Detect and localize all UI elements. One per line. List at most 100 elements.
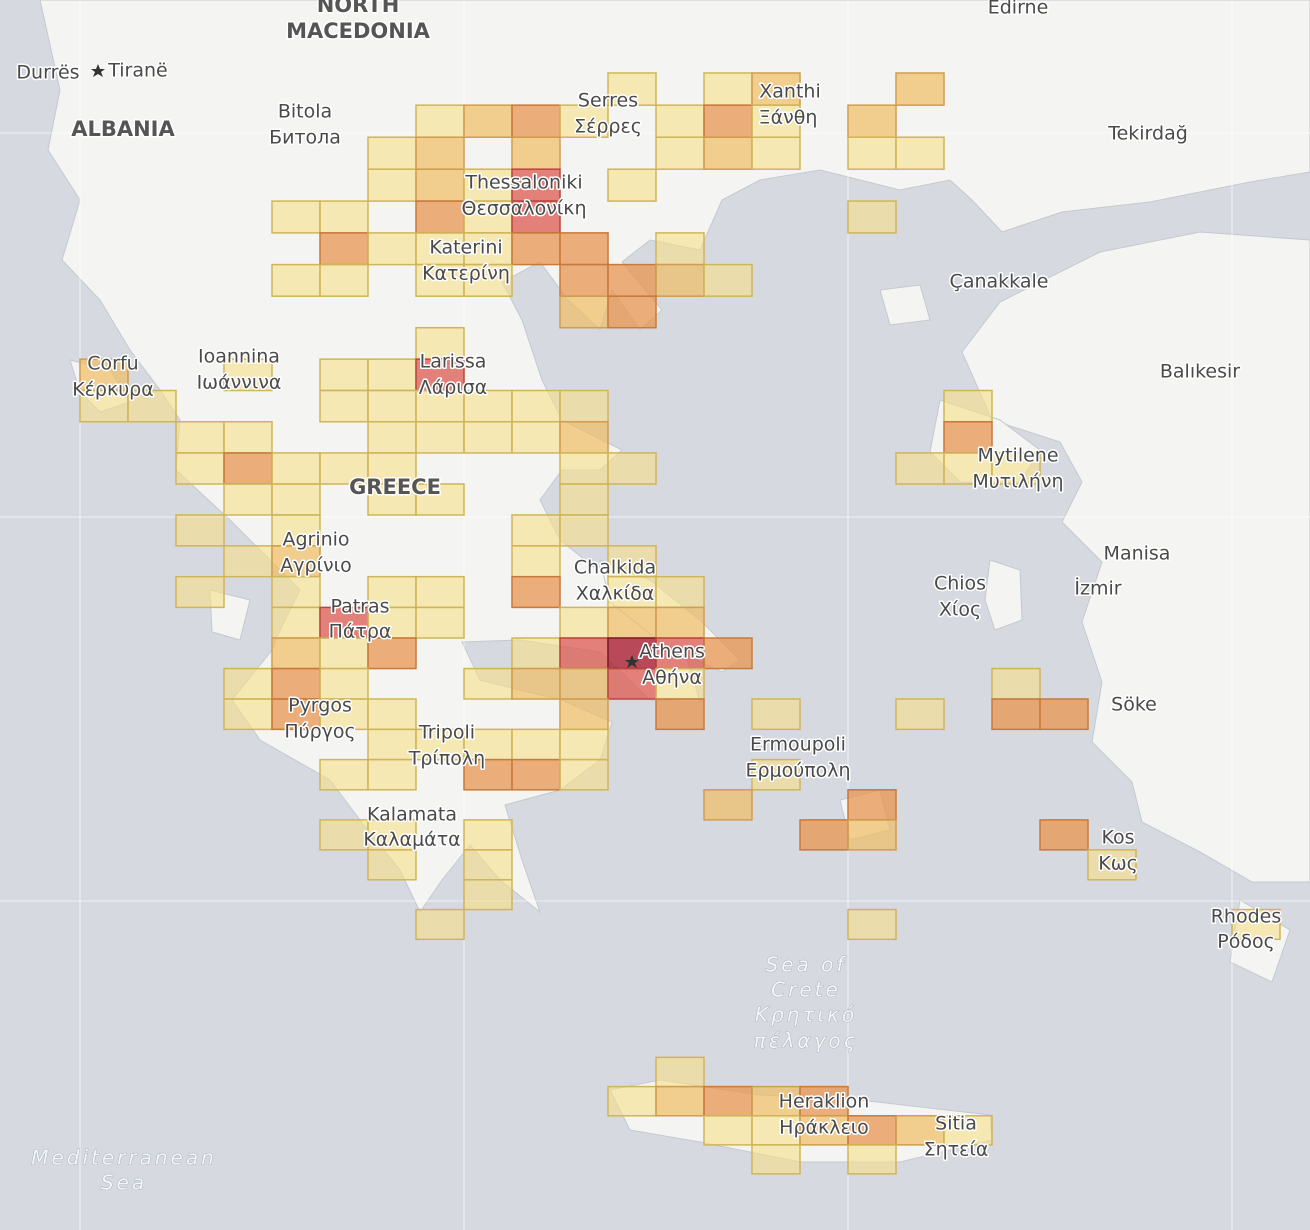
- heat-cell: [367, 698, 417, 731]
- heat-cell: [367, 358, 417, 392]
- heat-cell: [511, 545, 561, 578]
- heat-cell: [127, 389, 177, 423]
- heat-cell: [655, 232, 705, 266]
- heat-cell: [703, 1115, 753, 1146]
- heat-cell: [415, 136, 465, 170]
- place-label: Bitola: [278, 101, 332, 123]
- heat-cell: [607, 637, 657, 670]
- heat-cell: [559, 421, 609, 454]
- heat-cell: [511, 728, 561, 761]
- place-label: Chalkida: [574, 557, 656, 579]
- place-label: Rhodes: [1211, 906, 1282, 928]
- place-label: Tekirdağ: [1107, 123, 1188, 145]
- heat-cell: [655, 263, 705, 297]
- heat-cell: [559, 295, 609, 329]
- chios: [984, 559, 1023, 631]
- heat-cell: [271, 263, 321, 297]
- anatolia: [961, 231, 1310, 883]
- heat-cell: [511, 667, 561, 700]
- heat-cell: [463, 819, 513, 851]
- heat-cell: [319, 389, 369, 423]
- place-label: Crete: [771, 978, 841, 1002]
- heat-cell: [463, 200, 513, 234]
- heat-cell: [847, 908, 897, 941]
- heat-cell: [319, 606, 369, 639]
- heat-cell: [607, 575, 657, 609]
- heat-cell: [463, 263, 513, 297]
- heat-cell: [1039, 819, 1089, 851]
- place-label: Edirne: [988, 0, 1049, 19]
- heat-cell: [559, 606, 609, 639]
- heat-cell: [367, 389, 417, 423]
- heat-cell: [895, 1115, 945, 1146]
- heat-cell: [415, 358, 465, 392]
- heat-cell: [559, 728, 609, 761]
- place-label: Corfu: [87, 353, 138, 375]
- heat-cell: [799, 1085, 849, 1117]
- heat-cell: [511, 514, 561, 547]
- heat-cell: [367, 637, 417, 670]
- place-label: Κρητικό: [755, 1003, 857, 1027]
- place-label: Balıkesir: [1160, 361, 1240, 383]
- heat-cell: [559, 452, 609, 485]
- heat-cell: [511, 168, 561, 202]
- heat-cell: [463, 849, 513, 881]
- heat-cell: [271, 452, 321, 485]
- place-label: Σητεία: [924, 1139, 989, 1161]
- heat-cell: [751, 72, 801, 106]
- heat-cell: [415, 263, 465, 297]
- heat-cell: [511, 232, 561, 266]
- heat-cell: [319, 637, 369, 670]
- heat-cell: [943, 1115, 993, 1146]
- heat-cell: [559, 232, 609, 266]
- heat-cell: [463, 389, 513, 423]
- heat-cell: [607, 452, 657, 485]
- heat-cell: [271, 637, 321, 670]
- heat-cell: [319, 758, 369, 791]
- heat-cell: [271, 575, 321, 609]
- heat-cell: [511, 421, 561, 454]
- place-label: Ερμούπολη: [745, 760, 850, 782]
- place-label: Κως: [1098, 853, 1138, 875]
- place-label: Ioannina: [198, 346, 280, 368]
- place-label: Çanakkale: [950, 271, 1049, 293]
- heat-cell: [559, 483, 609, 516]
- heat-cell: [703, 136, 753, 170]
- heat-cell: [703, 72, 753, 106]
- heat-cell: [655, 606, 705, 639]
- heat-cell: [847, 819, 897, 851]
- place-label: Mytilene: [977, 445, 1058, 467]
- place-label: Αγρίνιο: [280, 555, 351, 577]
- heat-cell: [607, 667, 657, 700]
- heat-cell: [319, 200, 369, 234]
- place-label: Mediterranean: [31, 1146, 217, 1170]
- heat-cell: [559, 667, 609, 700]
- place-label: Πύργος: [284, 721, 355, 743]
- heat-cell: [511, 136, 561, 170]
- heat-cell: [271, 200, 321, 234]
- heat-cell: [1039, 698, 1089, 731]
- place-label: Ρόδος: [1217, 931, 1274, 953]
- heat-cell: [703, 637, 753, 670]
- heat-cell: [1087, 849, 1137, 881]
- heat-cell: [655, 104, 705, 138]
- heat-cell: [655, 1056, 705, 1088]
- place-label: Κέρκυρα: [72, 379, 154, 401]
- place-label: Tripoli: [418, 722, 475, 744]
- heat-cell: [175, 452, 225, 485]
- place-label: Αθήνα: [642, 667, 702, 689]
- heat-cell: [655, 136, 705, 170]
- heat-grid: [79, 72, 1281, 1175]
- heat-cell: [799, 1115, 849, 1146]
- place-label: Athens: [639, 641, 705, 663]
- heat-cell: [463, 421, 513, 454]
- heat-cell: [559, 698, 609, 731]
- place-label: Thessaloniki: [464, 172, 582, 194]
- heat-cell: [655, 575, 705, 609]
- heat-cell: [175, 575, 225, 609]
- heat-cell: [367, 758, 417, 791]
- heat-cell: [223, 483, 273, 516]
- heat-cell: [1231, 908, 1281, 941]
- capital-star: [625, 655, 639, 668]
